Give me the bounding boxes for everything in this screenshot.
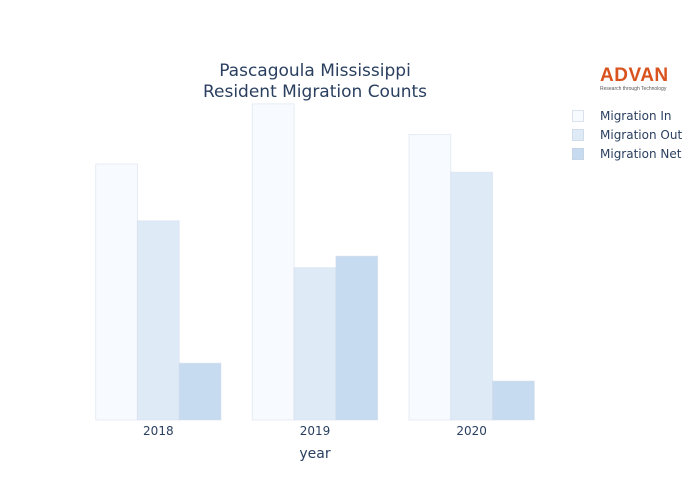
legend-item-migration-net[interactable]: Migration Net (572, 144, 682, 163)
bar-migration-net-2019[interactable] (335, 255, 379, 421)
logo-wordmark: ADVAN (600, 65, 669, 86)
chart-title-line-1: Pascagoula Mississippi (219, 61, 411, 81)
legend-swatch-migration-out (572, 128, 584, 141)
bar-migration-out-2020[interactable] (450, 171, 494, 421)
legend-swatch-migration-in (572, 109, 584, 122)
bar-migration-in-2018[interactable] (95, 163, 138, 421)
x-axis-title: year (299, 446, 331, 462)
advan-logo: ADVAN Research through Technology (600, 65, 672, 93)
bar-migration-net-2020[interactable] (492, 380, 535, 421)
legend-item-migration-out[interactable]: Migration Out (572, 125, 682, 144)
legend: Migration In Migration Out Migration Net (572, 106, 682, 163)
x-tick-label-2020: 2020 (456, 424, 487, 438)
bar-migration-in-2019[interactable] (251, 103, 295, 421)
legend-swatch-migration-net (572, 147, 584, 160)
bar-migration-out-2018[interactable] (136, 220, 180, 421)
legend-item-migration-in[interactable]: Migration In (572, 106, 682, 125)
x-tick-label-2018: 2018 (143, 424, 174, 438)
bar-migration-net-2018[interactable] (178, 362, 222, 421)
chart-title-line-2: Resident Migration Counts (202, 82, 428, 102)
legend-label-migration-net: Migration Net (600, 146, 682, 161)
legend-label-migration-in: Migration In (600, 108, 672, 123)
bar-migration-in-2020[interactable] (408, 134, 452, 421)
legend-label-migration-out: Migration Out (600, 127, 683, 142)
logo-tagline: Research through Technology (600, 86, 667, 92)
x-tick-label-2019: 2019 (300, 424, 331, 438)
bar-migration-out-2019[interactable] (293, 267, 337, 421)
